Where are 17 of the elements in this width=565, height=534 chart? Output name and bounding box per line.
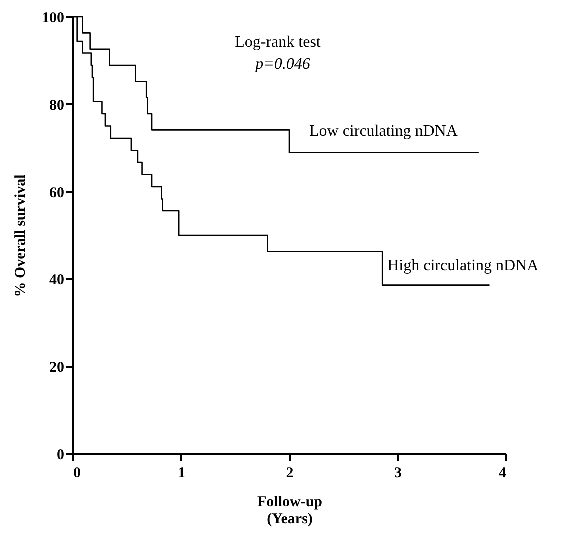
x-tick-label: 1	[178, 466, 186, 482]
annotation: Log-rank test	[235, 34, 322, 51]
series-label: Low circulating nDNA	[310, 122, 458, 140]
y-tick-label: 60	[50, 185, 64, 202]
series-label: High circulating nDNA	[388, 257, 540, 274]
y-tick-label: 100	[42, 10, 64, 26]
x-tick-label: 0	[74, 466, 81, 482]
y-axis-title: % Overall survival	[13, 174, 29, 298]
y-tick-label: 80	[50, 98, 64, 114]
y-tick-label: 0	[57, 448, 64, 464]
y-tick-label: 40	[50, 272, 64, 289]
y-tick-label: 20	[50, 360, 64, 376]
x-tick-label: 3	[394, 466, 402, 482]
annotation: p=0.046	[254, 56, 310, 73]
x-tick-label: 4	[499, 466, 507, 482]
x-tick-label: 2	[286, 466, 294, 482]
x-axis-title: Follow-up (Years)	[257, 494, 323, 528]
